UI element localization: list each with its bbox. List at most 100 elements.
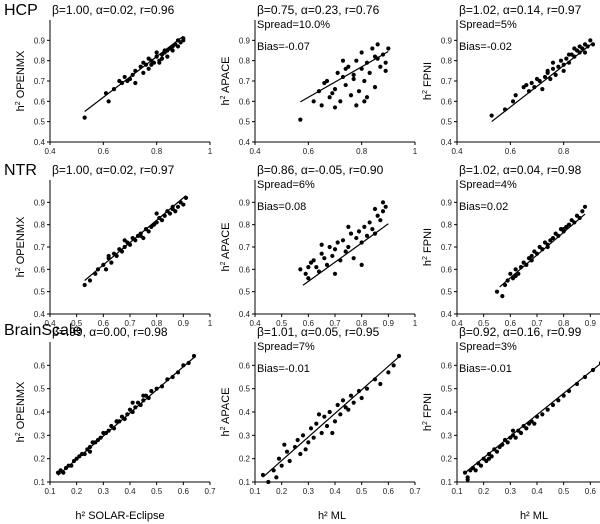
data-point bbox=[351, 256, 356, 261]
y-tick-label: 0.5 bbox=[441, 385, 453, 394]
data-point bbox=[162, 213, 167, 218]
data-point bbox=[111, 87, 117, 92]
data-point bbox=[330, 91, 335, 96]
x-tick-label: 0.5 bbox=[558, 487, 570, 496]
data-point bbox=[343, 249, 348, 254]
x-tick-label: 0.6 bbox=[98, 147, 110, 156]
y-axis-label-main: h bbox=[15, 271, 27, 277]
data-point bbox=[340, 74, 346, 80]
data-point bbox=[508, 271, 513, 276]
bias-text: Bias=-0.01 bbox=[459, 363, 512, 375]
data-point bbox=[138, 233, 143, 238]
y-tick-label: 0.8 bbox=[239, 57, 251, 66]
data-point bbox=[494, 289, 500, 294]
data-point bbox=[165, 54, 170, 59]
data-point bbox=[550, 66, 556, 71]
data-point bbox=[154, 54, 159, 59]
data-point bbox=[383, 60, 388, 65]
data-point bbox=[191, 353, 197, 359]
y-axis-label-sup: 2 bbox=[422, 256, 429, 260]
data-point bbox=[367, 70, 372, 75]
data-point bbox=[354, 103, 359, 108]
data-point bbox=[550, 402, 556, 408]
data-point bbox=[558, 58, 564, 63]
y-tick-label: 0.4 bbox=[239, 408, 251, 417]
spread-text: Spread=5% bbox=[459, 19, 517, 31]
data-point bbox=[87, 444, 93, 450]
data-point bbox=[534, 414, 540, 419]
data-point bbox=[319, 242, 324, 247]
x-tick-label: 0.4 bbox=[124, 487, 136, 496]
y-axis-label-sup: 2 bbox=[422, 90, 429, 94]
y-axis-label: h2 OPENMX bbox=[15, 50, 27, 111]
x-tick-label: 1 bbox=[208, 147, 213, 156]
data-point bbox=[348, 93, 354, 98]
data-point bbox=[356, 89, 362, 94]
data-point bbox=[526, 89, 532, 94]
bias-text: Bias=0.02 bbox=[459, 201, 508, 213]
y-axis-label-rest: FPNI bbox=[422, 228, 434, 256]
data-point bbox=[343, 405, 348, 410]
data-point bbox=[564, 56, 569, 61]
data-point bbox=[561, 68, 566, 73]
x-tick-label: 0.8 bbox=[151, 319, 163, 328]
data-point bbox=[577, 50, 582, 55]
y-tick-label: 0.7 bbox=[34, 77, 46, 86]
y-axis-label-sup: 2 bbox=[220, 426, 227, 430]
y-axis-label: h2 APACE bbox=[220, 57, 232, 106]
data-point bbox=[122, 74, 127, 80]
data-point bbox=[561, 393, 566, 398]
data-point bbox=[146, 66, 151, 71]
data-point bbox=[383, 204, 388, 209]
data-point bbox=[98, 435, 103, 440]
data-point bbox=[87, 278, 93, 283]
data-point bbox=[322, 414, 327, 419]
data-point bbox=[165, 377, 170, 382]
y-tick-label: 0.8 bbox=[34, 57, 46, 66]
y-axis-label-sup: 2 bbox=[220, 261, 227, 265]
data-point bbox=[462, 470, 468, 475]
data-point bbox=[582, 204, 588, 209]
data-point bbox=[125, 78, 130, 84]
data-point bbox=[335, 240, 340, 245]
data-point bbox=[524, 82, 529, 88]
data-point bbox=[332, 271, 338, 276]
data-point bbox=[154, 50, 159, 55]
data-point bbox=[170, 44, 175, 49]
data-point bbox=[101, 262, 106, 267]
stats-text: β=1.02, α=0.14, r=0.97 bbox=[459, 3, 582, 17]
data-point bbox=[109, 260, 114, 265]
y-tick-label: 0.4 bbox=[441, 138, 453, 147]
data-point bbox=[95, 267, 101, 272]
data-point bbox=[303, 271, 308, 276]
y-tick-label: 0.9 bbox=[239, 36, 251, 45]
data-point bbox=[282, 442, 287, 447]
data-point bbox=[106, 99, 111, 104]
x-tick-label: 0.2 bbox=[478, 487, 490, 496]
data-point bbox=[478, 463, 484, 468]
data-point bbox=[553, 72, 558, 77]
data-point bbox=[500, 294, 505, 299]
y-tick-label: 0.1 bbox=[441, 478, 453, 487]
data-point bbox=[465, 477, 470, 482]
data-point bbox=[513, 435, 518, 440]
y-tick-label: 0.4 bbox=[239, 310, 251, 319]
x-tick-label: 0.4 bbox=[531, 487, 543, 496]
data-point bbox=[316, 89, 322, 94]
x-tick-label: 0.5 bbox=[151, 487, 163, 496]
y-tick-label: 0.5 bbox=[239, 288, 251, 297]
x-tick-label: 0.6 bbox=[505, 319, 517, 328]
spread-text: Spread=7% bbox=[257, 341, 315, 353]
data-point bbox=[502, 107, 508, 112]
y-tick-label: 0.4 bbox=[441, 310, 453, 319]
data-point bbox=[340, 58, 346, 63]
y-tick-label: 0.6 bbox=[239, 361, 251, 370]
regression-line bbox=[262, 356, 400, 478]
x-tick-label: 0.6 bbox=[303, 147, 315, 156]
regression-line bbox=[84, 195, 187, 281]
data-point bbox=[372, 231, 378, 236]
x-tick-label: 0.4 bbox=[249, 147, 261, 156]
data-point bbox=[529, 80, 534, 86]
data-point bbox=[316, 269, 322, 274]
